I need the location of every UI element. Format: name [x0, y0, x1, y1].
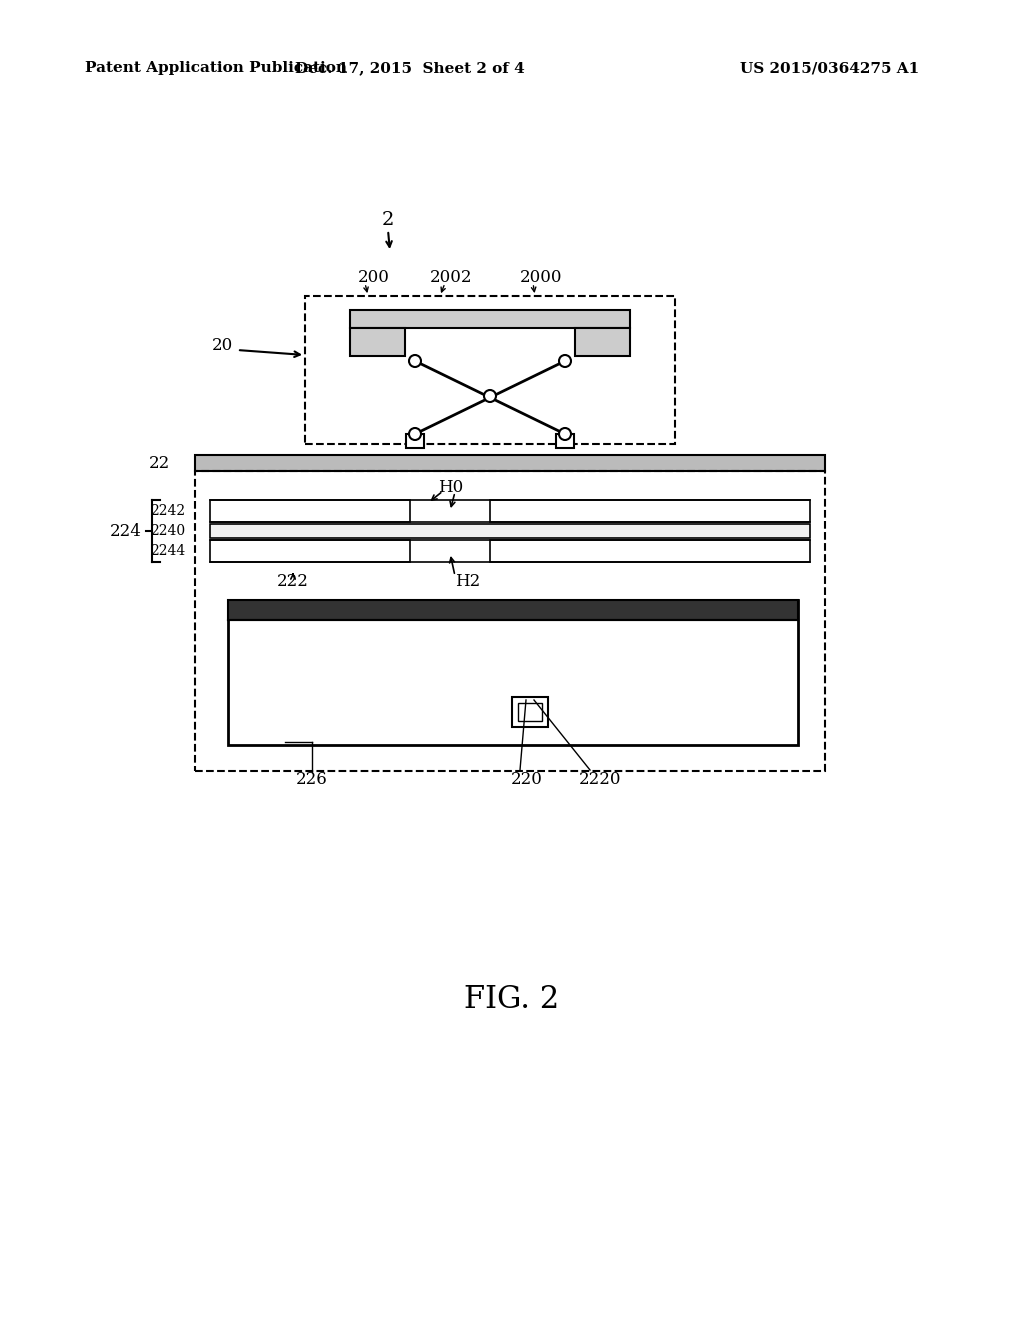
Text: Dec. 17, 2015  Sheet 2 of 4: Dec. 17, 2015 Sheet 2 of 4	[295, 61, 525, 75]
Bar	[406, 434, 424, 447]
Circle shape	[559, 355, 571, 367]
Bar	[210, 500, 410, 521]
Text: 222: 222	[278, 573, 309, 590]
Bar	[228, 601, 798, 620]
Text: H2: H2	[455, 573, 480, 590]
Text: 224: 224	[111, 523, 142, 540]
Bar	[210, 500, 410, 521]
Circle shape	[484, 389, 496, 403]
Circle shape	[559, 428, 571, 440]
Bar	[518, 704, 542, 721]
Bar	[350, 310, 630, 327]
Text: H0: H0	[438, 479, 463, 495]
Circle shape	[409, 428, 421, 440]
Text: 2220: 2220	[579, 771, 622, 788]
Bar	[490, 500, 810, 521]
Text: 20: 20	[211, 337, 232, 354]
Bar	[210, 540, 410, 562]
Bar	[210, 540, 410, 562]
Text: 226: 226	[296, 771, 328, 788]
Text: 2000: 2000	[520, 269, 562, 286]
Bar	[195, 471, 825, 771]
Text: 2240: 2240	[150, 524, 185, 539]
Bar	[350, 327, 406, 356]
Text: 2244: 2244	[150, 544, 185, 558]
Text: Patent Application Publication: Patent Application Publication	[85, 61, 347, 75]
Bar	[490, 500, 810, 521]
Text: 2: 2	[382, 211, 394, 228]
Bar	[556, 434, 574, 447]
Circle shape	[409, 355, 421, 367]
Bar	[210, 524, 810, 539]
Text: 2242: 2242	[150, 504, 185, 517]
Text: 2002: 2002	[430, 269, 472, 286]
Bar	[490, 540, 810, 562]
Bar	[195, 455, 825, 471]
Text: FIG. 2: FIG. 2	[464, 985, 560, 1015]
Bar	[305, 296, 675, 444]
Text: 200: 200	[358, 269, 390, 286]
Text: US 2015/0364275 A1: US 2015/0364275 A1	[740, 61, 920, 75]
Bar	[228, 601, 798, 744]
Text: 220: 220	[511, 771, 543, 788]
Bar	[490, 540, 810, 562]
Bar	[575, 327, 630, 356]
Bar	[512, 697, 548, 727]
Text: 22: 22	[148, 454, 170, 471]
